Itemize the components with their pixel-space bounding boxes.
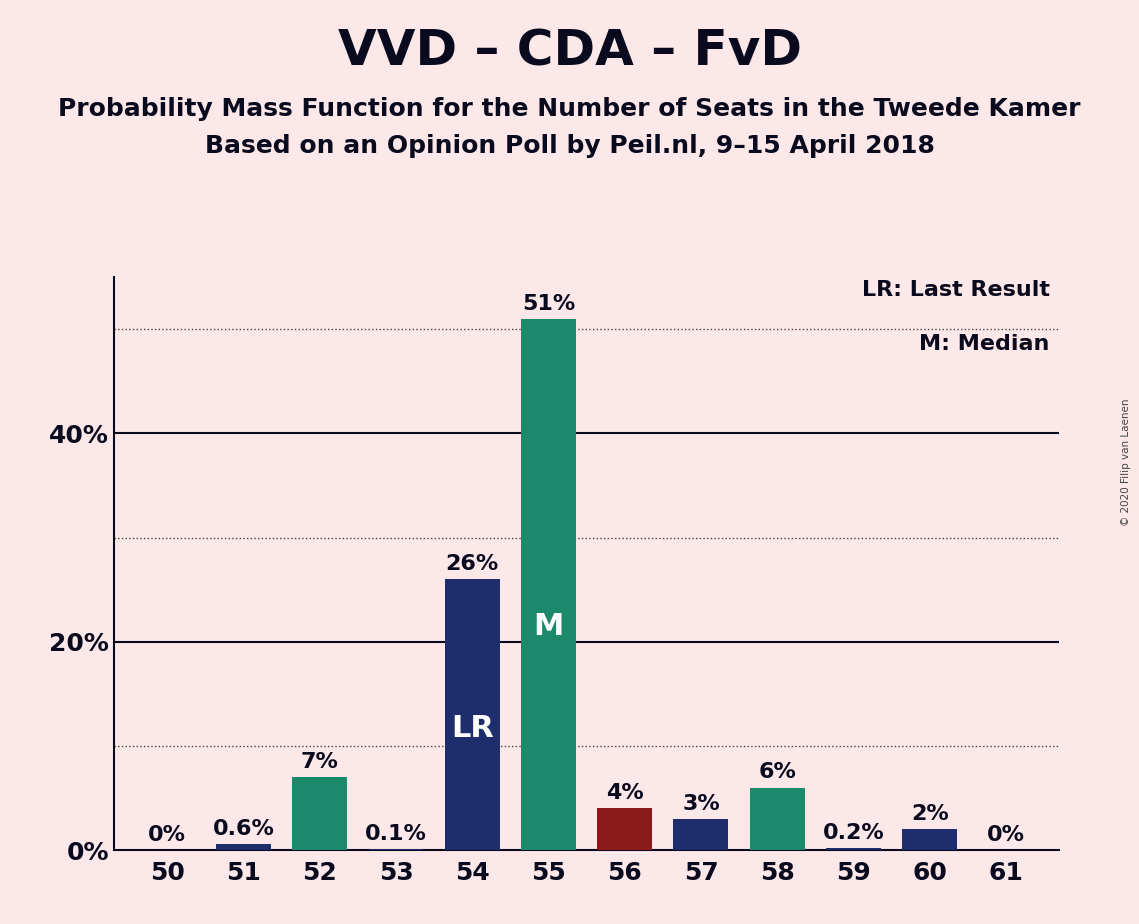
Text: 7%: 7% [301, 752, 338, 772]
Text: 3%: 3% [682, 794, 720, 814]
Text: LR: LR [451, 713, 493, 743]
Bar [902, 829, 957, 850]
Bar [673, 819, 728, 850]
Bar [369, 849, 424, 850]
Text: VVD – CDA – FvD: VVD – CDA – FvD [337, 28, 802, 76]
Text: 0.1%: 0.1% [364, 824, 427, 844]
Bar [216, 844, 271, 850]
Text: 0.6%: 0.6% [213, 819, 274, 839]
Text: 26%: 26% [445, 554, 499, 574]
Bar [597, 808, 653, 850]
Text: 0%: 0% [148, 825, 187, 845]
Text: Probability Mass Function for the Number of Seats in the Tweede Kamer: Probability Mass Function for the Number… [58, 97, 1081, 121]
Text: 4%: 4% [606, 784, 644, 803]
Bar [826, 848, 880, 850]
Text: © 2020 Filip van Laenen: © 2020 Filip van Laenen [1121, 398, 1131, 526]
Text: LR: Last Result: LR: Last Result [862, 280, 1050, 300]
Bar [444, 579, 500, 850]
Text: 0.2%: 0.2% [822, 822, 884, 843]
Bar [521, 319, 576, 850]
Text: M: Median: M: Median [919, 334, 1050, 355]
Text: 51%: 51% [522, 294, 575, 313]
Text: 0%: 0% [986, 825, 1025, 845]
Bar [749, 787, 804, 850]
Text: Based on an Opinion Poll by Peil.nl, 9–15 April 2018: Based on an Opinion Poll by Peil.nl, 9–1… [205, 134, 934, 158]
Text: M: M [533, 613, 564, 641]
Bar [293, 777, 347, 850]
Text: 6%: 6% [759, 762, 796, 783]
Text: 2%: 2% [911, 804, 949, 824]
